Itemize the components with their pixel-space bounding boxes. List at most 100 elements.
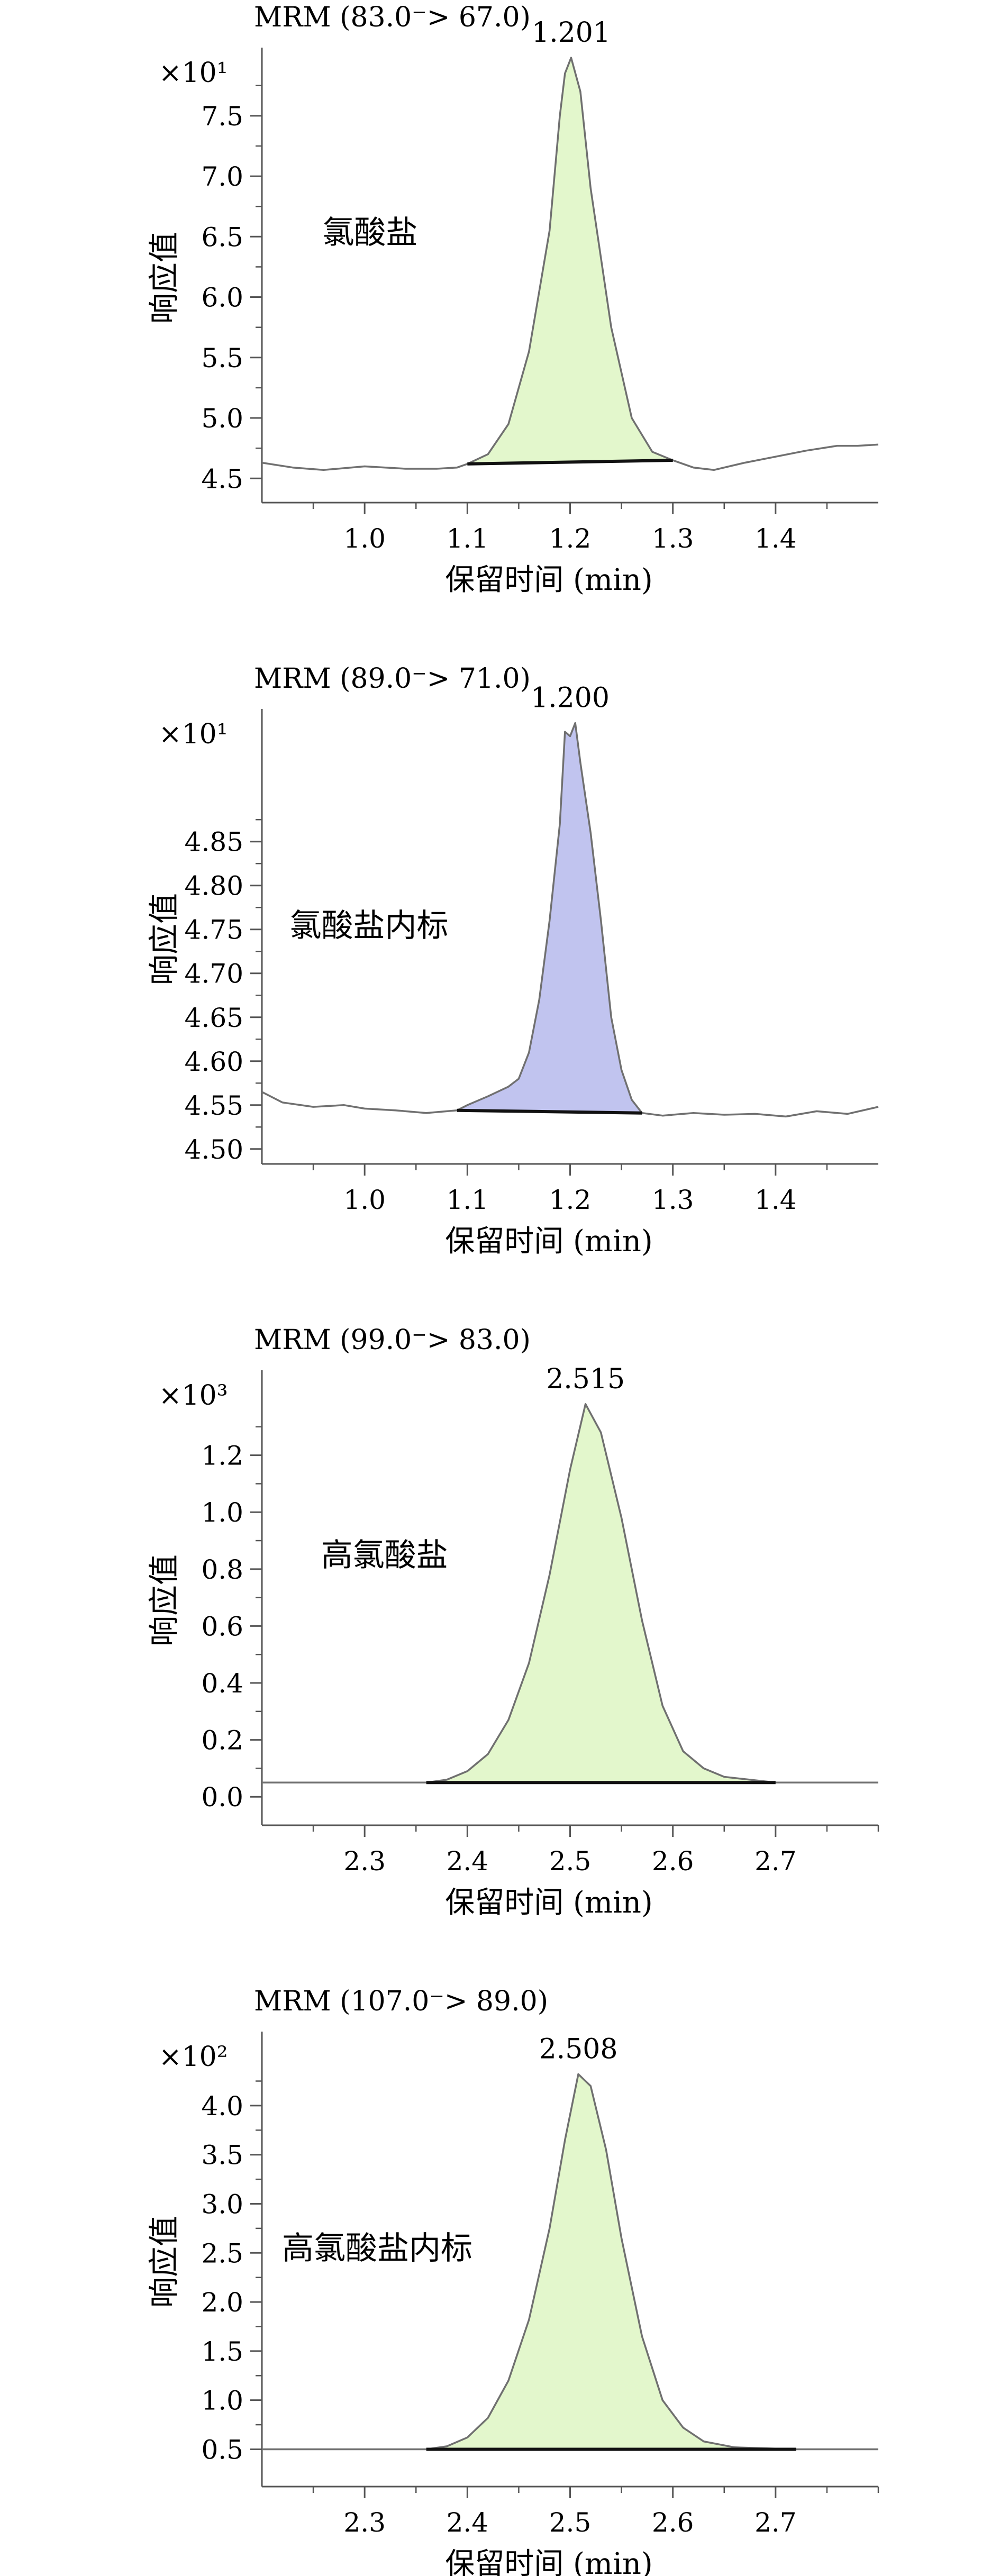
x-tick-label: 2.6 [652, 2507, 694, 2538]
y-multiplier-label: ×10³ [159, 1380, 228, 1412]
peak-area-fill [426, 2074, 796, 2450]
chromatogram-trace [262, 1403, 878, 1784]
y-tick-label: 4.80 [185, 871, 243, 902]
chart-title-part: > 71.0) [427, 663, 531, 695]
y-axis-label: 响应值 [146, 2216, 182, 2308]
y-tick-label: 0.8 [201, 1554, 243, 1585]
compound-label: 氯酸盐内标 [290, 907, 449, 944]
y-tick-label: 3.5 [201, 2140, 243, 2171]
y-tick-label: 4.50 [185, 1134, 243, 1165]
y-tick-label: 7.0 [201, 161, 243, 192]
chart-title-part: > 89.0) [444, 1986, 548, 2017]
y-tick-label: 4.85 [185, 827, 243, 858]
y-tick-label: 1.2 [201, 1441, 243, 1471]
x-axis-label: 保留时间 (min) [445, 2547, 653, 2576]
x-tick-label: 1.0 [343, 1185, 386, 1215]
y-tick-label: 4.60 [185, 1046, 243, 1077]
chart-title: MRM (107.0−> 89.0) [254, 1986, 548, 2017]
x-tick-label: 2.3 [343, 2507, 386, 2538]
title-arrow-tail: − [412, 663, 427, 684]
y-tick-label: 4.65 [185, 1003, 243, 1033]
peak-rt-label: 2.515 [546, 1363, 625, 1395]
chart-title-part: MRM (107.0 [254, 1986, 429, 2017]
x-tick-label: 2.6 [652, 1846, 694, 1877]
peak-rt-label: 2.508 [539, 2034, 618, 2065]
y-tick-label: 1.5 [201, 2336, 243, 2367]
chromatogram-panel-2: MRM (89.0−> 71.0) ×10¹ 响应值 4.50 4.55 4.60 4.65… [146, 663, 879, 1259]
x-tick-label: 1.1 [447, 523, 489, 554]
x-axis-label: 保留时间 (min) [445, 1224, 653, 1259]
x-tick-label: 1.4 [754, 1185, 797, 1215]
peak-area-fill [426, 1404, 776, 1783]
x-tick-label: 1.2 [549, 523, 592, 554]
y-multiplier-label: ×10¹ [159, 718, 228, 750]
title-arrow-tail: − [412, 1324, 427, 1345]
peak-rt-label: 1.200 [531, 682, 610, 714]
x-tick-label: 2.4 [447, 1846, 489, 1877]
y-tick-label: 0.4 [201, 1668, 243, 1699]
y-tick-label: 0.0 [201, 1782, 243, 1813]
y-tick-label: 5.5 [201, 343, 243, 374]
y-tick-label: 6.0 [201, 283, 243, 313]
title-arrow-tail: − [412, 2, 427, 23]
integration-baseline [457, 1108, 642, 1115]
x-tick-label: 2.7 [754, 2507, 797, 2538]
chart-title-part: MRM (99.0 [254, 1324, 412, 1356]
x-tick-label: 2.5 [549, 1846, 592, 1877]
y-axis-label: 响应值 [146, 893, 182, 985]
y-tick-label: 1.0 [201, 2386, 243, 2416]
chromatogram-panel-1: MRM (83.0−> 67.0) ×10¹ 响应值 4.5 5.0 5.5 6.0 6.5 7… [146, 2, 879, 597]
y-tick-label: 6.5 [201, 222, 243, 252]
y-tick-label: 1.0 [201, 1497, 243, 1528]
x-axis-label: 保留时间 (min) [445, 1886, 653, 1920]
integration-baseline [467, 459, 673, 466]
y-tick-label: 3.0 [201, 2189, 243, 2220]
x-tick-label: 2.3 [343, 1846, 386, 1877]
y-axis-label: 响应值 [146, 1554, 182, 1646]
chromatogram-trace [261, 57, 879, 471]
x-tick-label: 1.0 [343, 523, 386, 554]
chart-title: MRM (89.0−> 71.0) [254, 663, 531, 695]
y-tick-label: 2.5 [201, 2238, 243, 2269]
peak-rt-label: 1.201 [532, 17, 611, 49]
compound-label: 高氯酸盐 [321, 1537, 448, 1574]
chart-title: MRM (99.0−> 83.0) [254, 1324, 531, 1356]
x-tick-label: 1.2 [549, 1185, 592, 1215]
x-tick-label: 1.1 [447, 1185, 489, 1215]
compound-label: 氯酸盐 [322, 214, 417, 251]
chart-title-part: MRM (83.0 [254, 2, 412, 33]
x-axis-label: 保留时间 (min) [445, 563, 653, 597]
chart-title-part: > 83.0) [427, 1324, 531, 1356]
y-tick-label: 4.5 [201, 463, 243, 494]
x-tick-label: 1.3 [652, 523, 694, 554]
y-tick-label: 0.2 [201, 1725, 243, 1756]
y-tick-label: 0.5 [201, 2434, 243, 2465]
title-arrow-tail: − [429, 1986, 444, 2007]
peak-area-fill [467, 58, 673, 464]
x-tick-label: 1.3 [652, 1185, 694, 1215]
y-tick-label: 7.5 [201, 101, 243, 132]
peak-area-fill [457, 723, 642, 1113]
y-multiplier-label: ×10¹ [159, 57, 228, 89]
chart-title-part: MRM (89.0 [254, 663, 412, 695]
y-tick-label: 0.6 [201, 1611, 243, 1642]
y-tick-label: 4.55 [185, 1090, 243, 1121]
chromatogram-trace [261, 722, 879, 1118]
x-tick-label: 2.5 [549, 2507, 592, 2538]
x-tick-label: 2.7 [754, 1846, 797, 1877]
y-tick-label: 4.75 [185, 915, 243, 945]
y-tick-label: 4.70 [185, 959, 243, 989]
chromatogram-panel-3: MRM (99.0−> 83.0) ×10³ 响应值 0.0 0.2 0.4 0.6 0.8 1… [146, 1324, 879, 1920]
x-tick-label: 1.4 [754, 523, 797, 554]
chromatogram-trace [262, 2073, 878, 2451]
chart-title: MRM (83.0−> 67.0) [254, 2, 531, 33]
compound-label: 高氯酸盐内标 [282, 2230, 472, 2267]
y-tick-label: 2.0 [201, 2287, 243, 2318]
y-tick-label: 4.0 [201, 2091, 243, 2122]
x-tick-label: 2.4 [447, 2507, 489, 2538]
y-axis-label: 响应值 [146, 232, 182, 324]
y-tick-label: 5.0 [201, 403, 243, 434]
chromatogram-panel-4: MRM (107.0−> 89.0) ×10² 响应值 0.5 1.0 1.5 2.0 2.5… [146, 1986, 879, 2576]
